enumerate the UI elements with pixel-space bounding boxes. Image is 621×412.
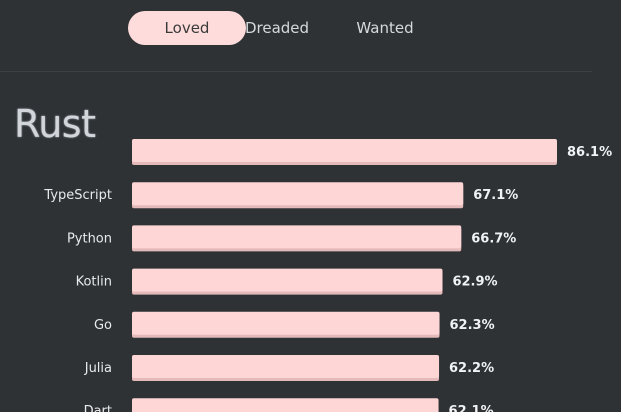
value-label: 62.3%	[450, 318, 495, 333]
category-label: TypeScript	[43, 188, 112, 203]
overlay-title: Rust	[14, 102, 96, 146]
bar-row: Dart 62.1%	[84, 398, 494, 412]
tab-loved[interactable]: Loved	[128, 11, 246, 45]
bar	[132, 311, 440, 335]
value-label: 67.1%	[473, 188, 518, 203]
bar	[132, 182, 464, 206]
category-label: Kotlin	[76, 275, 112, 290]
tab-dreaded[interactable]: Dreaded	[244, 19, 310, 37]
category-label: Go	[94, 318, 112, 333]
bar-row: Python 66.7%	[67, 225, 516, 252]
bar-row: Go 62.3%	[94, 311, 495, 338]
category-label: Python	[67, 231, 112, 246]
bar	[132, 355, 440, 378]
tab-wanted[interactable]: Wanted	[356, 19, 414, 37]
value-label: 86.1%	[567, 145, 612, 160]
value-label: 62.9%	[452, 275, 497, 290]
tab-bar: Loved Dreaded Wanted	[0, 0, 621, 72]
value-label: 62.2%	[449, 361, 494, 376]
bar	[132, 225, 462, 249]
value-label: 62.1%	[449, 404, 494, 412]
category-label: Julia	[84, 361, 112, 376]
bar-row: 86.1%	[132, 139, 612, 165]
bar-row: Julia 62.2%	[84, 355, 494, 381]
bar	[132, 268, 443, 292]
value-label: 66.7%	[471, 231, 516, 246]
bar	[132, 139, 557, 162]
bar-row: TypeScript 67.1%	[43, 182, 518, 209]
category-label: Dart	[84, 404, 112, 412]
tab-divider	[0, 71, 592, 72]
bar	[132, 398, 439, 412]
bar-row: Kotlin 62.9%	[76, 268, 498, 295]
